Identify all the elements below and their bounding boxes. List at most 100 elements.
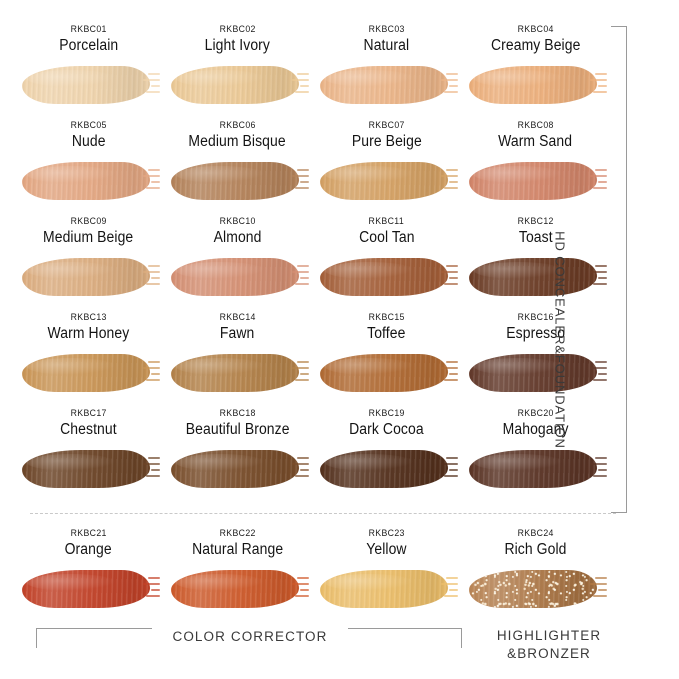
shade-code: RKBC16 [517, 312, 554, 323]
shade-cell[interactable]: RKBC24 Rich Gold [461, 528, 610, 624]
shade-cell[interactable]: RKBC05 Nude [14, 120, 163, 216]
swatch-tail [587, 356, 607, 390]
shade-cell[interactable]: RKBC06 Medium Bisque [163, 120, 312, 216]
shade-swatch [21, 570, 150, 608]
shade-cell[interactable]: RKBC03 Natural [312, 24, 461, 120]
shade-name: Pure Beige [351, 133, 422, 150]
shade-swatch-wrap [468, 446, 607, 492]
shade-code: RKBC22 [219, 528, 256, 539]
shade-name: Natural Range [191, 541, 284, 558]
highlighter-label-line-2: &BRONZER [507, 646, 591, 661]
swatch-tail [438, 68, 458, 102]
swatch-tail [587, 68, 607, 102]
shade-code: RKBC10 [219, 216, 256, 227]
highlighter-bronzer-bracket-label: HIGHLIGHTER &BRONZER [479, 627, 619, 663]
shade-cell[interactable]: RKBC08 Warm Sand [461, 120, 610, 216]
shade-cell[interactable]: RKBC19 Dark Cocoa [312, 408, 461, 504]
shade-cell[interactable]: RKBC18 Beautiful Bronze [163, 408, 312, 504]
shade-code: RKBC20 [517, 408, 554, 419]
shade-swatch [319, 354, 448, 392]
shade-cell[interactable]: RKBC17 Chestnut [14, 408, 163, 504]
swatch-tail [140, 68, 160, 102]
shade-name: Cool Tan [358, 229, 415, 246]
shade-cell[interactable]: RKBC04 Creamy Beige [461, 24, 610, 120]
shade-swatch [170, 354, 299, 392]
swatch-tail [140, 452, 160, 486]
shade-code: RKBC19 [368, 408, 405, 419]
shade-swatch-wrap [170, 254, 309, 300]
shade-swatch [21, 66, 150, 104]
shade-swatch-wrap [170, 62, 309, 108]
shade-name: Creamy Beige [490, 37, 581, 54]
swatch-tail [438, 356, 458, 390]
shade-cell[interactable]: RKBC20 Mahogany [461, 408, 610, 504]
swatch-tail [587, 164, 607, 198]
shade-code: RKBC08 [517, 120, 554, 131]
shade-cell[interactable]: RKBC22 Natural Range [163, 528, 312, 624]
shade-swatch-wrap [468, 566, 607, 612]
shade-swatch-wrap [319, 254, 458, 300]
shade-swatch-wrap [468, 254, 607, 300]
swatch-tail [289, 164, 309, 198]
shade-cell[interactable]: RKBC14 Fawn [163, 312, 312, 408]
swatch-tail [587, 260, 607, 294]
shade-code: RKBC24 [517, 528, 554, 539]
swatch-tail [438, 260, 458, 294]
shade-name: Warm Honey [47, 325, 130, 342]
shade-name: Toffee [367, 325, 406, 342]
shade-code: RKBC05 [70, 120, 107, 131]
shade-cell[interactable]: RKBC12 Toast [461, 216, 610, 312]
shade-cell[interactable]: RKBC21 Orange [14, 528, 163, 624]
shade-swatch [319, 450, 448, 488]
shade-name: Natural [363, 37, 410, 54]
shade-swatch [21, 162, 150, 200]
shade-swatch-wrap [170, 566, 309, 612]
shade-cell[interactable]: RKBC23 Yellow [312, 528, 461, 624]
shade-name: Mahogany [502, 421, 569, 438]
shade-swatch [468, 450, 597, 488]
shade-swatch-wrap [468, 350, 607, 396]
shade-code: RKBC02 [219, 24, 256, 35]
shade-swatch-wrap [319, 566, 458, 612]
shade-swatch [468, 354, 597, 392]
shade-name: Espresso [506, 325, 565, 342]
shade-code: RKBC07 [368, 120, 405, 131]
swatch-tail [140, 572, 160, 606]
shade-name: Toast [518, 229, 553, 246]
shade-cell[interactable]: RKBC02 Light Ivory [163, 24, 312, 120]
shade-swatch [319, 258, 448, 296]
shade-name: Fawn [220, 325, 255, 342]
shade-cell[interactable]: RKBC16 Espresso [461, 312, 610, 408]
swatch-tail [587, 572, 607, 606]
shade-swatch-wrap [319, 446, 458, 492]
shade-name: Almond [213, 229, 262, 246]
shade-swatch [319, 66, 448, 104]
shade-swatch-wrap [468, 158, 607, 204]
shade-name: Yellow [366, 541, 407, 558]
shade-cell[interactable]: RKBC10 Almond [163, 216, 312, 312]
section-divider [30, 513, 616, 514]
shade-swatch [21, 258, 150, 296]
shade-name: Rich Gold [504, 541, 567, 558]
swatch-tail [289, 572, 309, 606]
shade-cell[interactable]: RKBC13 Warm Honey [14, 312, 163, 408]
swatch-tail [140, 164, 160, 198]
shade-swatch-wrap [170, 350, 309, 396]
swatch-tail [289, 452, 309, 486]
shade-swatch [170, 450, 299, 488]
shade-swatch-wrap [319, 158, 458, 204]
shade-cell[interactable]: RKBC09 Medium Beige [14, 216, 163, 312]
shade-swatch [319, 570, 448, 608]
corrector-shade-grid: RKBC21 Orange RKBC22 Natural Range RKBC23 Yel… [14, 528, 610, 624]
shade-swatch [468, 258, 597, 296]
shade-cell[interactable]: RKBC01 Porcelain [14, 24, 163, 120]
shade-cell[interactable]: RKBC07 Pure Beige [312, 120, 461, 216]
shade-swatch-wrap [319, 350, 458, 396]
shade-code: RKBC23 [368, 528, 405, 539]
shade-code: RKBC03 [368, 24, 405, 35]
shade-cell[interactable]: RKBC11 Cool Tan [312, 216, 461, 312]
shade-code: RKBC18 [219, 408, 256, 419]
shade-cell[interactable]: RKBC15 Toffee [312, 312, 461, 408]
swatch-tail [289, 356, 309, 390]
